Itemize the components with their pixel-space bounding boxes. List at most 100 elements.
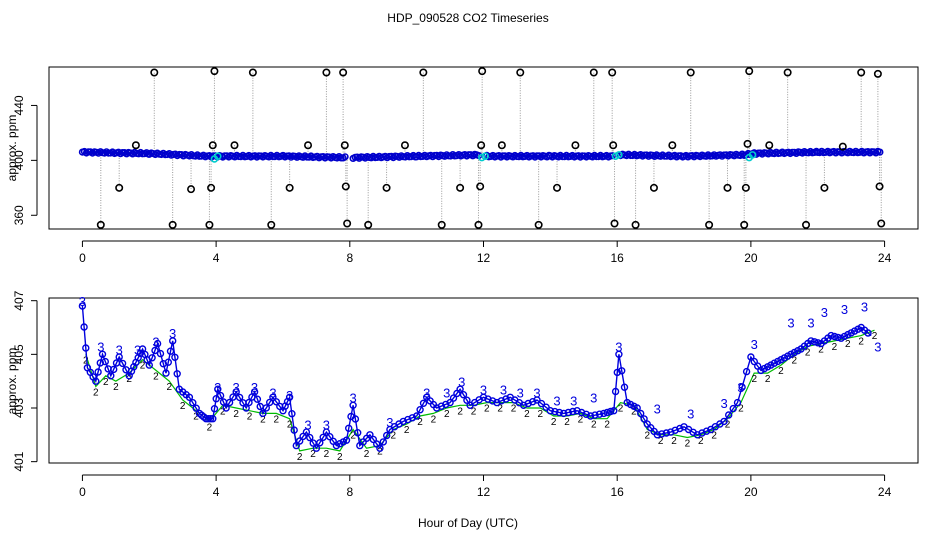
series-3-label: 3 — [423, 385, 430, 400]
series-2-point: 2 — [260, 414, 266, 425]
outlier-point — [248, 68, 257, 77]
series-3-marker — [637, 409, 645, 418]
series-3-marker — [537, 399, 546, 408]
series-3-label: 3 — [861, 299, 868, 314]
series-3-marker — [349, 401, 357, 409]
y-axis-label: approx. ppm — [5, 348, 19, 415]
series-3-marker — [168, 337, 177, 345]
series-3-marker — [148, 354, 156, 362]
y-tick-label: 403 — [12, 398, 26, 418]
series-3-marker — [611, 387, 620, 396]
series-3-marker — [245, 398, 253, 407]
series-3-marker — [290, 426, 298, 434]
outlier-point — [477, 141, 486, 150]
series-2-point: 2 — [845, 339, 851, 350]
series-3-marker — [658, 430, 666, 438]
outlier-point — [553, 183, 562, 192]
outlier-point — [210, 67, 219, 76]
outlier-point — [205, 220, 214, 229]
series-2-point: 2 — [404, 425, 410, 436]
series-3-marker — [577, 408, 586, 417]
series-2-point: 2 — [457, 406, 463, 417]
outlier-point — [230, 141, 239, 150]
series-3-marker — [109, 365, 118, 374]
series-3-marker — [479, 393, 488, 401]
series-3-marker — [288, 410, 296, 418]
series-3-marker — [98, 350, 107, 358]
x-tick-label: 8 — [346, 251, 353, 265]
series-3-marker — [78, 302, 87, 310]
series-2-point: 2 — [103, 377, 109, 388]
outlier-point — [400, 141, 409, 150]
series-2-point: 2 — [511, 404, 517, 415]
series-3-marker — [185, 393, 194, 401]
series-2-point: 2 — [377, 447, 383, 458]
series-3-marker — [164, 358, 173, 366]
outlier-point — [877, 219, 886, 228]
outlier-point — [478, 67, 487, 76]
series-3-label: 3 — [233, 380, 240, 395]
series-3-marker — [316, 439, 324, 447]
series-3-label: 3 — [500, 383, 507, 398]
y-tick-label: 440 — [12, 95, 26, 115]
series-3-marker — [115, 353, 123, 361]
series-3-marker — [232, 388, 240, 396]
series-3-marker — [529, 398, 537, 406]
y-axis-label: approx. ppm — [5, 115, 19, 182]
series-3-marker — [449, 394, 458, 402]
series-2-point: 2 — [390, 430, 396, 441]
series-3-marker — [615, 350, 623, 358]
series-3-label: 3 — [304, 417, 311, 432]
series-3-marker — [92, 377, 100, 385]
series-3-marker — [416, 406, 424, 414]
series-3-marker — [720, 417, 728, 426]
series-2-point: 2 — [604, 420, 610, 431]
series-2-point: 2 — [564, 417, 570, 428]
series-3-marker — [600, 409, 608, 418]
series-3-marker — [437, 402, 445, 410]
series-3-marker — [96, 359, 105, 367]
outlier-point — [364, 220, 373, 229]
series-3-marker — [573, 407, 581, 415]
series-2-point: 2 — [273, 414, 279, 425]
data-point — [341, 153, 349, 161]
outlier-point — [340, 141, 349, 150]
series-3-label: 3 — [152, 334, 159, 349]
series-3-label: 3 — [787, 316, 794, 331]
series-3-marker — [419, 399, 428, 407]
outlier-point — [608, 68, 617, 77]
series-2-point: 2 — [538, 409, 544, 420]
outlier-point — [610, 219, 619, 228]
series-3-marker — [633, 404, 641, 412]
series-3-marker — [640, 415, 648, 423]
series-3-marker — [586, 412, 595, 420]
series-3-marker — [698, 429, 706, 437]
highlight-point — [481, 152, 489, 161]
series-3-marker — [827, 331, 835, 340]
x-tick-label: 16 — [611, 485, 625, 499]
series-3-marker — [107, 372, 115, 380]
series-3-marker — [306, 433, 314, 442]
series-3-marker — [671, 426, 679, 434]
series-3-marker — [379, 438, 387, 446]
series-3-marker — [830, 332, 839, 341]
series-2-point: 2 — [631, 406, 637, 417]
series-3-marker — [192, 404, 200, 412]
series-3-marker — [603, 408, 611, 417]
series-2-point: 2 — [818, 345, 824, 356]
outlier-point — [474, 220, 483, 229]
series-2-point: 2 — [792, 355, 798, 366]
series-2-point: 2 — [233, 409, 239, 420]
series-3-marker — [524, 399, 532, 408]
series-3-label: 3 — [386, 415, 393, 430]
series-2-point: 2 — [738, 404, 744, 415]
outlier-point — [150, 68, 159, 77]
x-tick-label: 20 — [744, 485, 758, 499]
series-3-marker — [166, 347, 175, 355]
outlier-point — [649, 183, 658, 192]
series-3-label: 3 — [590, 391, 597, 406]
outlier-point — [304, 141, 313, 150]
highlight-point — [748, 151, 757, 159]
outlier-point — [765, 141, 774, 150]
series-2-point: 2 — [297, 452, 303, 463]
